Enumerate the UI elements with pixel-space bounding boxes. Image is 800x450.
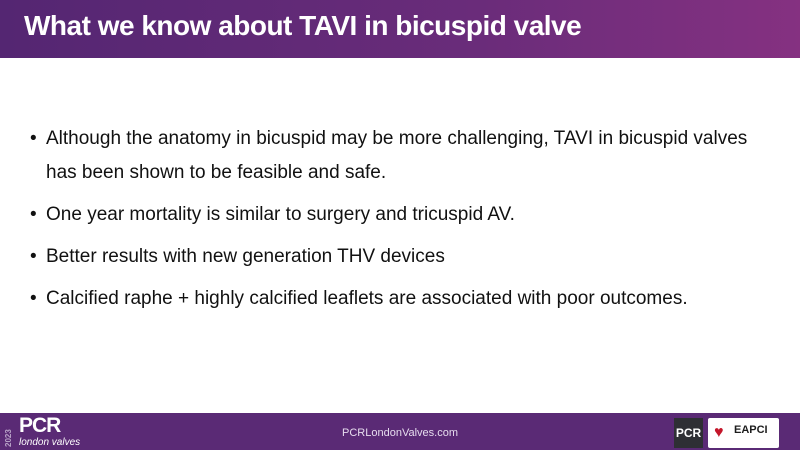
slide-footer: 2023 PCR london valves PCRLondonValves.c…: [0, 413, 800, 450]
eapci-text: EAPCI: [734, 424, 768, 436]
eapci-logo: ♥ EAPCI: [708, 418, 779, 448]
bullet-list: Although the anatomy in bicuspid may be …: [30, 122, 770, 324]
bullet-item: One year mortality is similar to surgery…: [30, 198, 770, 232]
website-url: PCRLondonValves.com: [342, 427, 458, 439]
heart-icon: ♥: [714, 424, 724, 441]
slide-title: What we know about TAVI in bicuspid valv…: [24, 10, 582, 41]
bullet-item: Better results with new generation THV d…: [30, 240, 770, 274]
bullet-item: Calcified raphe + highly calcified leafl…: [30, 282, 770, 316]
pcr-london-valves-logo: PCR: [19, 414, 61, 437]
slide-header: What we know about TAVI in bicuspid valv…: [0, 0, 800, 58]
bullet-item: Although the anatomy in bicuspid may be …: [30, 122, 770, 190]
pcr-logo: PCR: [674, 418, 703, 448]
logo-subtitle: london valves: [19, 437, 81, 448]
